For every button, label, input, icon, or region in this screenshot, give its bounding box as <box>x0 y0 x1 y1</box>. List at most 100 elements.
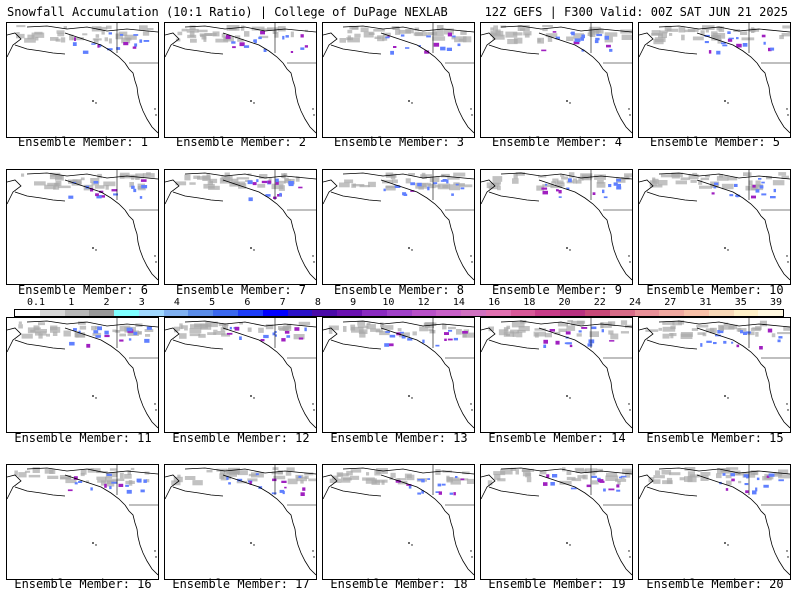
arctic-coast <box>342 172 474 180</box>
gulf-of-alaska-coast <box>380 32 442 64</box>
snow-patch <box>390 472 396 478</box>
snow-patch <box>331 475 339 480</box>
colorbar-swatch <box>337 310 362 316</box>
coastlines <box>481 23 632 134</box>
ensemble-member-label: Ensemble Member: 9 <box>491 283 623 297</box>
snow-patch <box>393 46 397 48</box>
aleutians <box>488 486 540 497</box>
snow-shading <box>339 25 472 55</box>
snow-patch <box>224 172 230 178</box>
snow-patch <box>426 35 431 38</box>
hawaii-island <box>566 395 568 397</box>
snow-patch <box>738 480 742 484</box>
snow-patch <box>763 484 769 488</box>
hawaii-island <box>470 403 472 405</box>
snow-patch <box>736 194 739 198</box>
snow-patch <box>236 177 250 180</box>
islands <box>92 100 157 116</box>
snow-patch <box>133 188 137 193</box>
bc-coast <box>598 504 612 530</box>
snow-patch <box>56 30 65 34</box>
hawaii-island <box>724 247 726 249</box>
snow-patch <box>608 184 612 188</box>
alaska-coast <box>165 32 180 58</box>
snow-patch <box>740 31 748 35</box>
alaska-coast <box>323 327 338 353</box>
snow-patch <box>285 179 291 182</box>
snow-patch <box>591 480 599 485</box>
colorbar-tick-labels: 0.1 1 2 3 4 5 6 7 8 9 10 12 14 16 18 20 22 24 27 31 35 39 <box>14 297 784 309</box>
snow-patch <box>576 320 586 324</box>
snow-patch <box>49 174 63 180</box>
snow-patch <box>460 478 465 481</box>
snow-patch <box>175 181 187 186</box>
colorbar-swatch <box>733 310 759 316</box>
snow-patch <box>55 180 62 186</box>
snow-patch <box>284 330 290 334</box>
aleutians <box>646 191 698 202</box>
coastlines <box>481 465 632 576</box>
hawaii-island <box>313 409 315 411</box>
snow-patch <box>394 185 400 188</box>
snow-patch <box>778 479 784 482</box>
snow-patch <box>492 181 501 185</box>
snow-patch <box>779 35 784 40</box>
bc-coast <box>598 62 612 88</box>
snow-patch <box>453 492 456 496</box>
colorbar-swatch <box>411 310 437 316</box>
coastlines <box>165 465 316 576</box>
snow-patch <box>605 475 619 481</box>
snow-patch <box>106 480 115 487</box>
snow-patch <box>441 173 450 178</box>
snow-patch <box>616 183 621 187</box>
snow-patch <box>755 332 759 337</box>
hawaii-island <box>628 550 630 552</box>
islands <box>408 100 473 116</box>
colorbar-swatch <box>361 310 387 316</box>
snow-patch <box>124 474 132 479</box>
snow-patch <box>669 33 673 36</box>
snow-patch <box>275 180 286 184</box>
snow-patch <box>347 29 353 34</box>
arctic-coast <box>184 320 316 328</box>
bc-coast <box>756 209 770 235</box>
snow-patch <box>285 35 289 38</box>
islands <box>724 247 789 263</box>
snow-patch <box>190 324 202 329</box>
snow-patch <box>517 25 530 31</box>
snow-patch <box>560 174 565 177</box>
snow-patch <box>184 476 196 480</box>
hawaii-island <box>253 249 255 251</box>
coastlines <box>323 170 474 281</box>
snow-patch <box>649 184 663 188</box>
hawaii-island <box>411 102 413 104</box>
snow-patch <box>516 332 523 338</box>
snow-patch <box>761 34 766 38</box>
hawaii-island <box>727 397 729 399</box>
snow-patch <box>770 196 776 199</box>
aleutians <box>646 339 698 350</box>
snow-patch <box>328 329 333 334</box>
snow-patch <box>279 328 289 331</box>
snow-patch <box>766 176 772 180</box>
snow-patch <box>362 477 375 481</box>
snow-patch <box>608 488 615 491</box>
snow-patch <box>728 37 734 40</box>
ensemble-panel <box>164 317 317 433</box>
snow-patch <box>745 490 749 494</box>
snow-patch <box>97 173 102 179</box>
snow-patch <box>488 326 494 332</box>
snow-patch <box>257 183 266 188</box>
snow-patch <box>373 29 385 32</box>
snow-patch <box>493 471 506 476</box>
ensemble-panel <box>6 22 159 138</box>
coastlines <box>165 170 316 281</box>
bc-coast <box>124 209 138 235</box>
snow-patch <box>594 174 606 180</box>
hawaii-island <box>155 261 157 263</box>
snow-patch <box>111 189 118 192</box>
ensemble-member-label: Ensemble Member: 3 <box>333 135 465 149</box>
snow-patch <box>755 189 760 193</box>
map-plot <box>7 465 158 576</box>
snow-patch <box>601 322 612 328</box>
